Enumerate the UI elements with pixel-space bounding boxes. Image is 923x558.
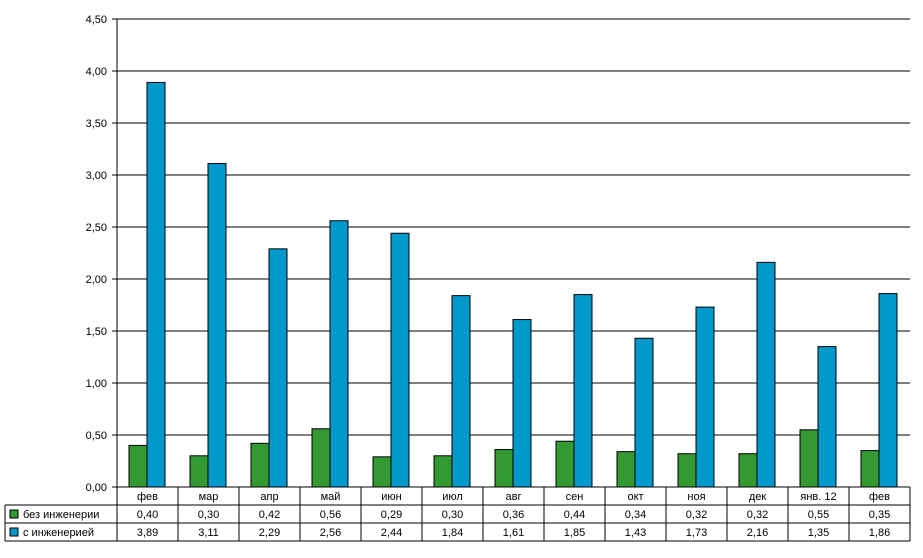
bar-bez-inzhenerii [738,453,758,488]
bar-bez-inzhenerii [433,455,453,488]
x-category-label: авг [506,491,522,503]
data-table-value: 2,56 [320,527,341,539]
x-category-label: фев [869,491,890,503]
y-tick-label: 2,00 [86,274,107,286]
data-table-value: 0,40 [137,509,158,521]
bar-bez-inzhenerii [494,449,514,488]
bar-bez-inzhenerii [616,451,636,488]
bar-s-inzheneriei [268,248,288,488]
data-table-value: 0,42 [259,509,280,521]
y-tick-label: 0,50 [86,430,107,442]
data-table-value: 0,34 [625,509,646,521]
data-table-value: 1,61 [503,527,524,539]
legend-key [9,509,19,519]
data-table-value: 0,29 [381,509,402,521]
bar-s-inzheneriei [878,293,898,488]
y-tick-label: 3,00 [86,170,107,182]
bar-bez-inzhenerii [677,453,697,488]
bar-s-inzheneriei [146,81,166,488]
data-table-value: 0,30 [442,509,463,521]
data-table-value: 1,84 [442,527,463,539]
bar-bez-inzhenerii [311,428,331,488]
legend-series-name: с инженерией [23,527,94,539]
data-table-value: 0,36 [503,509,524,521]
bar-bez-inzhenerii [860,450,880,488]
bar-bez-inzhenerii [250,442,270,488]
bar-s-inzheneriei [451,295,471,488]
data-table-value: 0,56 [320,509,341,521]
data-table-value: 3,11 [198,527,219,539]
data-table-value: 2,44 [381,527,402,539]
data-table-value: 1,86 [869,527,890,539]
legend-series-name: без инженерии [23,509,99,521]
bar-bez-inzhenerii [128,444,148,488]
bar-bez-inzhenerii [372,456,392,488]
x-category-label: июл [442,491,463,503]
bar-s-inzheneriei [573,294,593,488]
y-tick-label: 1,00 [86,378,107,390]
bar-s-inzheneriei [207,163,227,488]
data-table-value: 0,35 [869,509,890,521]
x-category-label: янв. 12 [800,491,836,503]
x-category-label: апр [260,491,278,503]
bar-bez-inzhenerii [799,429,819,488]
x-category-label: мар [199,491,219,503]
bar-s-inzheneriei [756,261,776,488]
bar-s-inzheneriei [512,319,532,488]
data-table-value: 0,55 [808,509,829,521]
x-category-label: май [321,491,341,503]
data-table-value: 0,30 [198,509,219,521]
bar-s-inzheneriei [817,346,837,488]
data-table-value: 3,89 [137,527,158,539]
y-tick-label: 0,00 [86,482,107,494]
data-table-value: 0,44 [564,509,585,521]
y-tick-label: 1,50 [86,326,107,338]
bar-s-inzheneriei [329,220,349,488]
data-table-value: 0,32 [747,509,768,521]
data-table-value: 0,32 [686,509,707,521]
bar-s-inzheneriei [390,232,410,488]
data-table-value: 1,35 [808,527,829,539]
data-table-value: 1,85 [564,527,585,539]
legend-key [9,527,19,537]
x-category-label: сен [566,491,584,503]
y-tick-label: 2,50 [86,222,107,234]
bar-bez-inzhenerii [555,440,575,488]
x-category-label: июн [381,491,401,503]
bar-s-inzheneriei [695,306,715,488]
data-table-value: 2,16 [747,527,768,539]
data-table-value: 1,43 [625,527,646,539]
data-table-value: 2,29 [259,527,280,539]
data-table-value: 1,73 [686,527,707,539]
bar-s-inzheneriei [634,337,654,488]
bar-bez-inzhenerii [189,455,209,488]
y-tick-label: 4,50 [86,14,107,26]
x-category-label: дек [749,491,767,503]
x-category-label: фев [137,491,158,503]
y-tick-label: 3,50 [86,118,107,130]
x-category-label: окт [627,491,643,503]
x-category-label: ноя [687,491,705,503]
y-tick-label: 4,00 [86,66,107,78]
